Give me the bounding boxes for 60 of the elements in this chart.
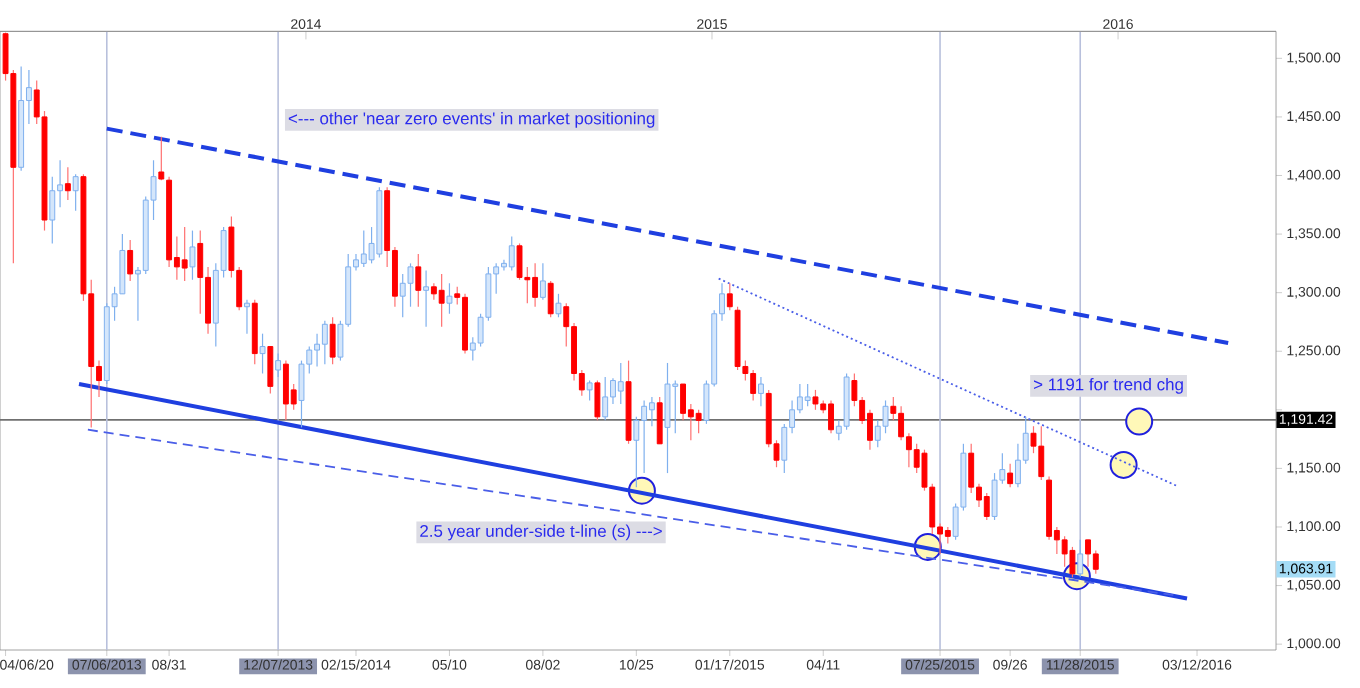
candlestick [641,399,648,474]
candlestick [282,360,289,421]
candlestick [648,396,655,427]
candlestick [991,472,998,521]
candlestick [329,316,336,365]
candlestick [64,166,71,201]
candlestick [415,253,422,308]
candlestick [275,352,282,378]
candlestick [547,280,554,318]
candlestick [983,492,990,521]
candlestick [539,262,546,301]
candlestick [617,362,624,405]
candlestick [508,235,515,271]
candlestick [695,409,702,434]
candlestick [158,136,165,181]
candlestick [360,229,367,268]
candlestick [49,176,56,245]
candlestick [244,299,250,335]
candlestick [423,269,430,328]
candlestick [602,376,609,421]
annotation: > 1191 for trend chg [1034,377,1183,394]
candlestick [672,379,679,434]
candlestick [430,282,437,301]
candlestick [594,379,601,421]
candlestick [321,320,328,365]
candlestick [399,273,406,318]
candlestick [750,369,757,402]
annotation: 2.5 year under-side t-line (s) ---> [420,524,662,541]
candlestick [664,362,671,474]
candlestick [726,282,733,311]
candlestick [407,262,414,308]
candlestick [438,273,445,328]
candlestick [267,345,274,395]
candlestick [516,242,523,281]
candlestick [181,226,188,282]
candlestick [757,376,764,407]
candlestick [1007,463,1014,488]
candlestick [127,239,134,282]
candlestick [1038,425,1045,481]
candlestick [656,396,663,445]
point [1125,407,1154,436]
candlestick [1069,546,1076,578]
candlestick [680,383,687,421]
candlestick [804,383,811,407]
candlestick [586,379,593,402]
candlestick [812,389,819,411]
candlestick [532,262,539,308]
candlestick [446,282,453,315]
candlestick [189,229,196,281]
candlestick [968,443,975,494]
candlestick [1085,539,1091,568]
candlestick [1061,535,1068,568]
point [1109,450,1138,479]
candlestick [259,333,266,375]
candlestick [828,399,834,434]
candlestick [555,293,562,318]
candlestick [882,399,889,434]
candlestick [1077,539,1084,578]
annotation: <--- other 'near zero events' in market positioning [288,111,655,128]
candlestick [72,173,79,212]
